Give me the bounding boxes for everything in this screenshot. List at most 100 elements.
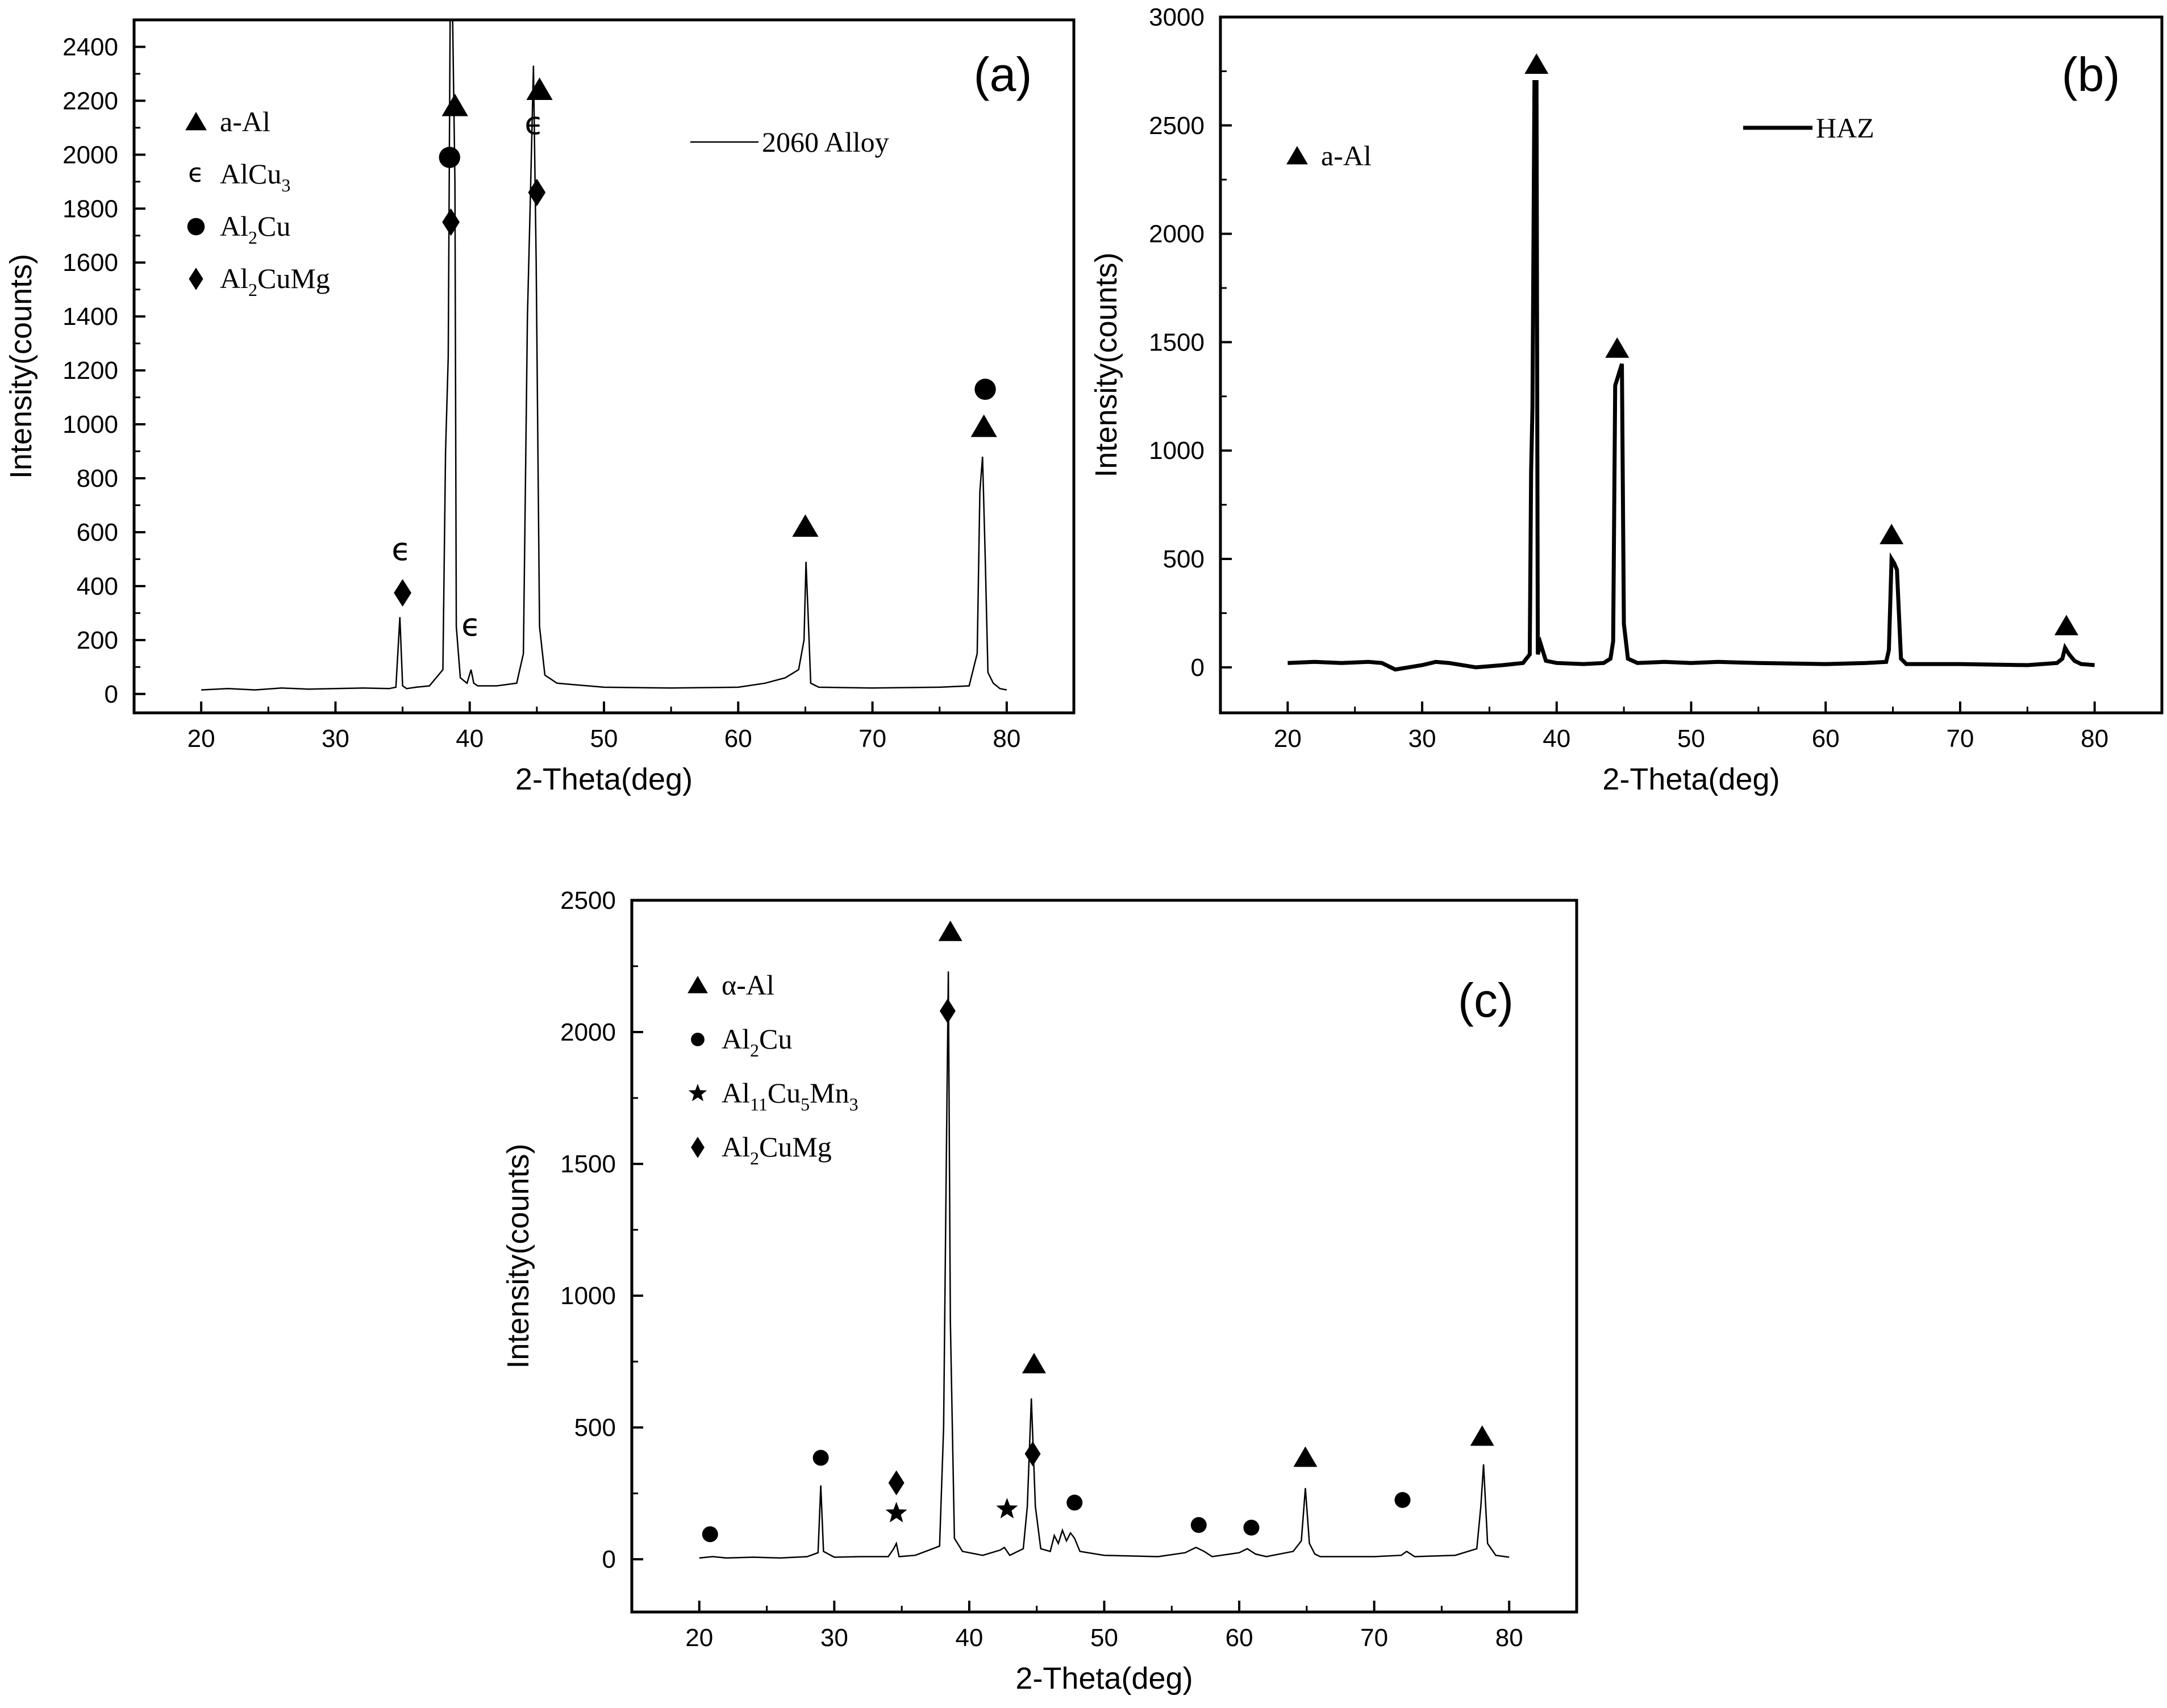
legend-entry-label: Al2CuMg bbox=[722, 1131, 832, 1168]
peak-marker-diamond bbox=[888, 1470, 905, 1496]
legend-line-label: 2060 Alloy bbox=[762, 126, 889, 158]
x-tick-label: 50 bbox=[590, 725, 618, 753]
y-tick-label: 500 bbox=[574, 1414, 616, 1442]
peak-marker-diamond bbox=[394, 579, 411, 607]
y-tick-label: 2400 bbox=[62, 33, 118, 61]
x-tick-label: 80 bbox=[1495, 1624, 1523, 1652]
legend-marker-triangle bbox=[1286, 146, 1308, 165]
x-tick-label: 40 bbox=[456, 725, 484, 753]
peak-marker-star bbox=[996, 1498, 1018, 1519]
y-tick-label: 1500 bbox=[1149, 328, 1205, 356]
x-tick-label: 40 bbox=[1543, 725, 1570, 753]
x-tick-label: 20 bbox=[1274, 725, 1302, 753]
x-tick-label: 30 bbox=[322, 725, 349, 753]
x-axis-title: 2-Theta(deg) bbox=[1015, 1661, 1193, 1696]
y-tick-label: 3000 bbox=[1149, 3, 1205, 31]
y-tick-label: 0 bbox=[602, 1546, 616, 1573]
x-tick-label: 80 bbox=[2081, 725, 2108, 753]
peak-marker-star bbox=[885, 1502, 907, 1523]
legend-marker-diamond bbox=[189, 268, 203, 290]
peak-marker-triangle bbox=[1470, 1425, 1494, 1446]
peak-marker-diamond bbox=[528, 178, 546, 207]
peak-marker-triangle bbox=[2054, 615, 2078, 636]
peak-marker-circle bbox=[1394, 1492, 1411, 1508]
peak-marker-triangle bbox=[1293, 1446, 1318, 1467]
y-tick-label: 1000 bbox=[62, 411, 118, 439]
peak-marker-circle bbox=[1190, 1517, 1207, 1533]
x-axis-title: 2-Theta(deg) bbox=[515, 762, 693, 796]
legend-marker-circle bbox=[691, 1033, 705, 1046]
x-tick-label: 60 bbox=[1812, 725, 1840, 753]
peak-marker-triangle bbox=[526, 77, 553, 101]
y-tick-label: 2200 bbox=[62, 87, 118, 115]
x-tick-label: 60 bbox=[724, 725, 752, 753]
y-tick-label: 0 bbox=[1191, 654, 1205, 682]
peak-marker-triangle bbox=[1022, 1352, 1046, 1373]
y-tick-label: 1500 bbox=[560, 1150, 616, 1178]
y-tick-label: 2000 bbox=[1149, 220, 1205, 248]
peak-marker-triangle bbox=[1605, 337, 1630, 358]
chart-panel-b: 20 30 40 50 60 70 80 0 500 1000 1500 2000 2500 3000 2-… bbox=[1089, 3, 2164, 796]
legend-entry-label: Al2CuMg bbox=[220, 262, 330, 300]
legend-marker-star bbox=[688, 1084, 707, 1101]
y-axis-title: Intensity(counts) bbox=[4, 254, 38, 479]
x-tick-label: 50 bbox=[1677, 725, 1705, 753]
peak-marker-epsilon: ϵ bbox=[461, 607, 481, 643]
series-line-0 bbox=[1287, 80, 2095, 672]
peak-marker-circle bbox=[1066, 1494, 1083, 1511]
peak-marker-triangle bbox=[970, 414, 997, 437]
series-line-0 bbox=[699, 971, 1510, 1559]
legend-line-label: HAZ bbox=[1816, 112, 1874, 144]
y-tick-label: 2000 bbox=[560, 1018, 616, 1046]
y-tick-label: 800 bbox=[77, 465, 118, 492]
y-tick-label: 1000 bbox=[1149, 437, 1205, 465]
peak-marker-circle bbox=[1243, 1519, 1260, 1536]
x-tick-label: 80 bbox=[993, 725, 1020, 753]
legend-entry-label: Al2Cu bbox=[722, 1023, 792, 1060]
peak-marker-triangle bbox=[1524, 53, 1549, 74]
x-tick-label: 20 bbox=[685, 1624, 713, 1652]
peak-marker-diamond bbox=[442, 208, 460, 236]
legend-entry-label: AlCu3 bbox=[220, 158, 290, 195]
peak-marker-circle bbox=[974, 378, 996, 400]
legend-marker-circle bbox=[187, 218, 205, 236]
peak-marker-triangle bbox=[441, 93, 468, 116]
y-tick-label: 1600 bbox=[62, 249, 118, 277]
y-tick-label: 2500 bbox=[1149, 112, 1205, 140]
y-tick-label: 1000 bbox=[560, 1282, 616, 1310]
y-tick-label: 200 bbox=[77, 627, 118, 654]
peak-marker-triangle bbox=[1880, 524, 1904, 545]
y-tick-label: 1200 bbox=[62, 357, 118, 385]
x-tick-label: 70 bbox=[859, 725, 886, 753]
legend-marker-triangle bbox=[687, 976, 708, 993]
x-tick-label: 30 bbox=[820, 1624, 848, 1652]
peak-marker-circle bbox=[812, 1450, 829, 1466]
peak-marker-circle bbox=[702, 1526, 718, 1543]
y-tick-label: 600 bbox=[77, 519, 118, 546]
chart-panel-a: 20 30 40 50 60 70 8002004006008001000120014001… bbox=[4, 18, 1076, 796]
y-tick-label: 500 bbox=[1163, 545, 1205, 573]
legend-entry-label: Al11Cu5Mn3 bbox=[722, 1077, 859, 1114]
legend-marker-triangle bbox=[185, 112, 207, 131]
y-axis-title: Intensity(counts) bbox=[1089, 252, 1123, 477]
series-line-0 bbox=[201, 20, 1007, 691]
peak-marker-triangle bbox=[792, 514, 819, 537]
x-tick-label: 50 bbox=[1090, 1624, 1118, 1652]
y-tick-label: 0 bbox=[105, 680, 118, 708]
x-tick-label: 70 bbox=[1360, 1624, 1388, 1652]
legend-entry-label: a-Al bbox=[220, 106, 270, 137]
y-tick-label: 2500 bbox=[560, 887, 616, 914]
panel-label: (c) bbox=[1458, 974, 1514, 1027]
x-axis-title: 2-Theta(deg) bbox=[1602, 762, 1780, 796]
x-tick-label: 30 bbox=[1408, 725, 1436, 753]
chart-panel-c: 20 30 40 50 60 70 80 0 500 1000 1500 2000 2500 2-Thet… bbox=[501, 887, 1578, 1696]
legend-entry-label: a-Al bbox=[1321, 140, 1372, 172]
peak-marker-epsilon: ϵ bbox=[524, 105, 544, 141]
y-axis-title: Intensity(counts) bbox=[501, 1143, 535, 1368]
x-tick-label: 70 bbox=[1946, 725, 1974, 753]
legend-marker-diamond bbox=[691, 1137, 705, 1158]
peak-marker-epsilon: ϵ bbox=[391, 531, 411, 567]
legend-entry-label: Al2Cu bbox=[220, 210, 290, 248]
